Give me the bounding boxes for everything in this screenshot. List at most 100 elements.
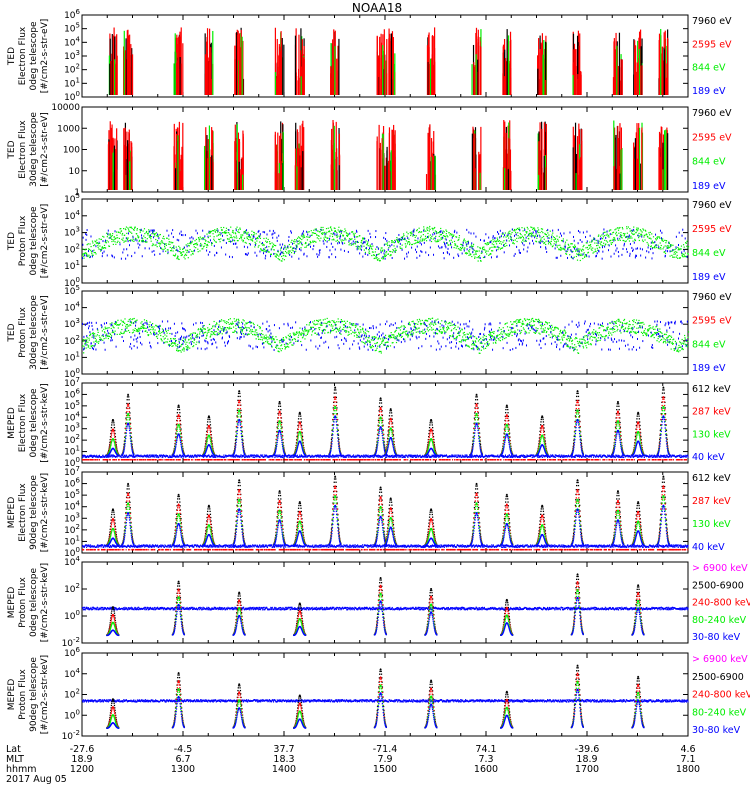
data-point <box>494 240 496 242</box>
data-point <box>131 255 133 258</box>
data-point <box>186 341 188 343</box>
data-point <box>219 332 221 334</box>
data-point <box>303 236 306 238</box>
data-point <box>458 235 461 237</box>
data-point <box>676 257 679 259</box>
data-point <box>342 235 344 237</box>
data-point <box>401 244 403 246</box>
data-point <box>309 243 311 245</box>
data-point <box>413 325 416 327</box>
data-point <box>324 332 326 334</box>
data-point <box>359 248 362 250</box>
data-point <box>253 326 255 328</box>
data-point <box>225 227 228 229</box>
data-point <box>107 327 109 329</box>
data-point <box>335 235 338 237</box>
data-point <box>162 331 165 333</box>
data-point <box>232 242 234 245</box>
data-point <box>174 167 176 190</box>
data-point <box>620 234 622 236</box>
data-point <box>201 237 204 239</box>
data-point <box>448 240 451 242</box>
data-point <box>155 244 157 246</box>
data-point <box>503 120 505 190</box>
data-point <box>447 247 449 250</box>
data-point <box>330 226 332 228</box>
data-point <box>197 336 199 338</box>
data-point <box>404 331 406 333</box>
data-point <box>606 230 608 233</box>
data-point <box>200 238 202 240</box>
data-point <box>179 57 181 95</box>
data-point <box>84 323 86 326</box>
data-point <box>166 335 168 337</box>
data-point <box>340 229 342 231</box>
data-point <box>358 331 360 333</box>
data-point <box>217 234 219 236</box>
data-point <box>121 324 124 326</box>
data-point <box>104 328 107 330</box>
data-point <box>553 239 555 241</box>
data-point <box>157 334 159 336</box>
data-point <box>342 234 344 236</box>
data-point <box>183 336 185 339</box>
data-point <box>400 236 403 238</box>
data-point <box>394 240 396 243</box>
data-point <box>627 235 629 237</box>
data-point <box>119 333 121 335</box>
data-point <box>442 236 444 239</box>
data-point <box>594 238 596 241</box>
data-point <box>218 325 220 328</box>
data-point <box>302 151 304 190</box>
data-point <box>318 333 320 336</box>
data-point <box>537 174 540 190</box>
data-point <box>547 243 550 245</box>
data-point <box>390 335 392 338</box>
data-point <box>610 242 612 244</box>
data-point <box>663 143 665 190</box>
data-point <box>341 320 343 323</box>
data-point <box>434 230 436 232</box>
data-point <box>429 124 431 190</box>
data-point <box>376 342 378 344</box>
data-point <box>393 242 395 244</box>
data-point <box>157 342 159 345</box>
data-point <box>642 240 644 243</box>
data-point <box>598 240 600 242</box>
data-point <box>382 340 385 342</box>
data-point <box>152 329 154 331</box>
data-point <box>421 330 423 333</box>
data-point <box>286 346 288 348</box>
data-point <box>331 229 333 232</box>
data-point <box>158 330 160 333</box>
data-point <box>655 239 657 241</box>
data-point <box>240 327 242 329</box>
data-point <box>109 236 111 239</box>
data-point <box>581 250 583 252</box>
data-point <box>359 235 361 237</box>
data-point <box>229 336 231 339</box>
data-point <box>171 342 173 345</box>
data-point <box>218 233 220 236</box>
data-point <box>375 248 377 250</box>
data-point <box>281 37 283 95</box>
data-point <box>438 329 440 331</box>
data-point <box>174 168 177 190</box>
data-point <box>171 247 173 249</box>
data-point <box>98 339 101 341</box>
data-point <box>533 227 535 229</box>
data-point <box>182 248 184 250</box>
data-point <box>223 326 225 329</box>
data-point <box>163 238 165 240</box>
data-point <box>507 235 509 237</box>
data-point <box>516 227 519 230</box>
data-point <box>148 247 150 250</box>
data-point <box>574 247 576 250</box>
data-point <box>141 239 143 241</box>
data-point <box>176 248 178 251</box>
data-point <box>558 236 561 238</box>
data-point <box>496 255 498 258</box>
data-point <box>341 230 343 233</box>
data-point <box>131 332 134 334</box>
data-point <box>141 234 143 237</box>
